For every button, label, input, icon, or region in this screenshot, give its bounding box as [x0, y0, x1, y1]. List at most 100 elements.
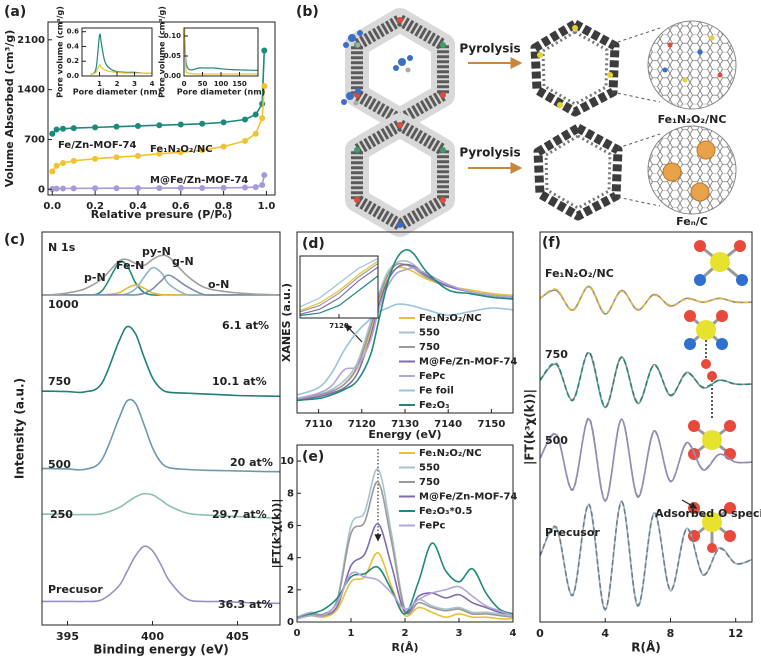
- x-tick-label: 3: [132, 80, 137, 88]
- series-line: [296, 303, 514, 396]
- marker: [199, 147, 206, 154]
- x-tick-label: 1: [348, 628, 355, 639]
- x-tick-label: 0.6: [172, 201, 190, 212]
- marker: [261, 83, 268, 90]
- y-axis-label: |FT(k³χ(k))|: [523, 389, 537, 465]
- y-tick-label: 0.00: [164, 72, 181, 80]
- atoms: [684, 240, 748, 553]
- marker: [70, 157, 77, 164]
- annotation: py-N: [142, 245, 171, 258]
- series-line: [90, 64, 152, 76]
- scheme: Pyrolysis Pyrolysis Fe₁N₂O₂/NC Feₙ/C: [341, 17, 737, 228]
- marker: [53, 126, 60, 133]
- annotation: 1000: [48, 298, 79, 311]
- x-tick-label: 395: [56, 630, 79, 643]
- annotation: 750: [545, 348, 568, 361]
- x-tick-label: 7140: [434, 419, 462, 430]
- panel-label: (d): [302, 236, 325, 252]
- y-axis-label: XANES (a.u.): [280, 283, 293, 362]
- marker: [59, 185, 66, 192]
- series-line: [184, 35, 259, 71]
- legend-label: 750: [419, 477, 440, 488]
- y-axis-label: |FT(k³χ(k))|: [270, 499, 283, 569]
- marker: [156, 122, 163, 129]
- marker: [70, 185, 77, 192]
- annotation: p-N: [84, 271, 106, 284]
- panel-label: (f): [542, 235, 561, 251]
- annotation: 6.1 at%: [222, 319, 269, 332]
- marker: [156, 150, 163, 157]
- x-axis-label: Pore diameter (nm): [177, 88, 265, 97]
- x-tick-label: 100: [214, 80, 229, 88]
- series-line: [539, 285, 753, 314]
- marker: [242, 137, 249, 144]
- series-line: [299, 260, 379, 312]
- annotation: 10.1 at%: [212, 375, 267, 388]
- marker: [134, 122, 141, 129]
- axis-frame: [539, 231, 753, 623]
- axis-frame: [47, 21, 276, 196]
- inset-background: [184, 28, 258, 76]
- carbon-structure: [538, 128, 618, 216]
- zoom-circle: [647, 125, 737, 215]
- series-line: [41, 325, 281, 398]
- annotation: Fe-N: [116, 259, 144, 272]
- y-tick-label: 2: [287, 585, 294, 596]
- x-tick-label: 400: [141, 630, 164, 643]
- panel-label: (c): [4, 232, 25, 248]
- single-atoms: [537, 25, 613, 108]
- annotation: g-N: [172, 255, 194, 268]
- marker: [92, 124, 99, 131]
- x-tick-label: 1.0: [258, 201, 276, 212]
- mof-structure: [354, 122, 446, 228]
- y-tick-label: 0.0: [67, 72, 80, 80]
- panel-label: (a): [4, 4, 26, 20]
- x-axis-label: R(Å): [631, 640, 661, 655]
- legend-label: 550: [419, 463, 440, 474]
- marker: [92, 155, 99, 162]
- marker: [49, 130, 56, 137]
- series-line: [42, 260, 280, 296]
- series-line: [539, 352, 753, 409]
- step-label: Pyrolysis: [459, 42, 520, 56]
- marker: [49, 185, 56, 192]
- marker: [113, 123, 120, 130]
- legend-label: Fe foil: [419, 386, 454, 397]
- marker: [261, 172, 268, 179]
- series-line: [299, 262, 379, 313]
- marker: [177, 121, 184, 128]
- x-axis-label: Binding energy (eV): [93, 643, 229, 657]
- marker: [252, 130, 259, 137]
- y-tick-label: 1400: [17, 85, 45, 96]
- annotation: Precusor: [545, 526, 600, 539]
- legend-label: Fe₂O₃*0.5: [419, 506, 472, 517]
- series-line: [539, 285, 753, 315]
- x-axis-label: Relative presure (P/P₀): [91, 208, 232, 221]
- series-line: [299, 275, 379, 317]
- annotation: 29.7 at%: [212, 508, 267, 521]
- series-line: [299, 257, 379, 308]
- series-line: [539, 418, 753, 502]
- annotation: 36.3 at%: [218, 598, 273, 611]
- x-tick-label: 0.8: [215, 201, 233, 212]
- marker: [177, 149, 184, 156]
- legend-label: 550: [419, 328, 440, 339]
- marker: [242, 116, 249, 123]
- panel-label: (b): [296, 4, 319, 20]
- x-tick-label: 0.2: [86, 201, 104, 212]
- marker: [59, 159, 66, 166]
- fe-particles: [662, 140, 716, 202]
- y-tick-label: 10: [280, 456, 294, 467]
- series-line: [539, 417, 753, 502]
- marker: [261, 47, 268, 54]
- marker: [199, 184, 206, 191]
- y-tick-label: 4: [287, 553, 294, 564]
- x-tick-label: 0.0: [43, 201, 61, 212]
- product-label: Fe₁N₂O₂/NC: [658, 113, 727, 126]
- x-tick-label: 8: [667, 627, 675, 640]
- y-tick-label: 0.10: [164, 32, 181, 40]
- molecule-icons: [689, 244, 743, 546]
- marker: [259, 182, 266, 189]
- legend-label: M@Fe/Zn-MOF-74: [419, 492, 517, 503]
- x-tick-label: 0: [294, 628, 301, 639]
